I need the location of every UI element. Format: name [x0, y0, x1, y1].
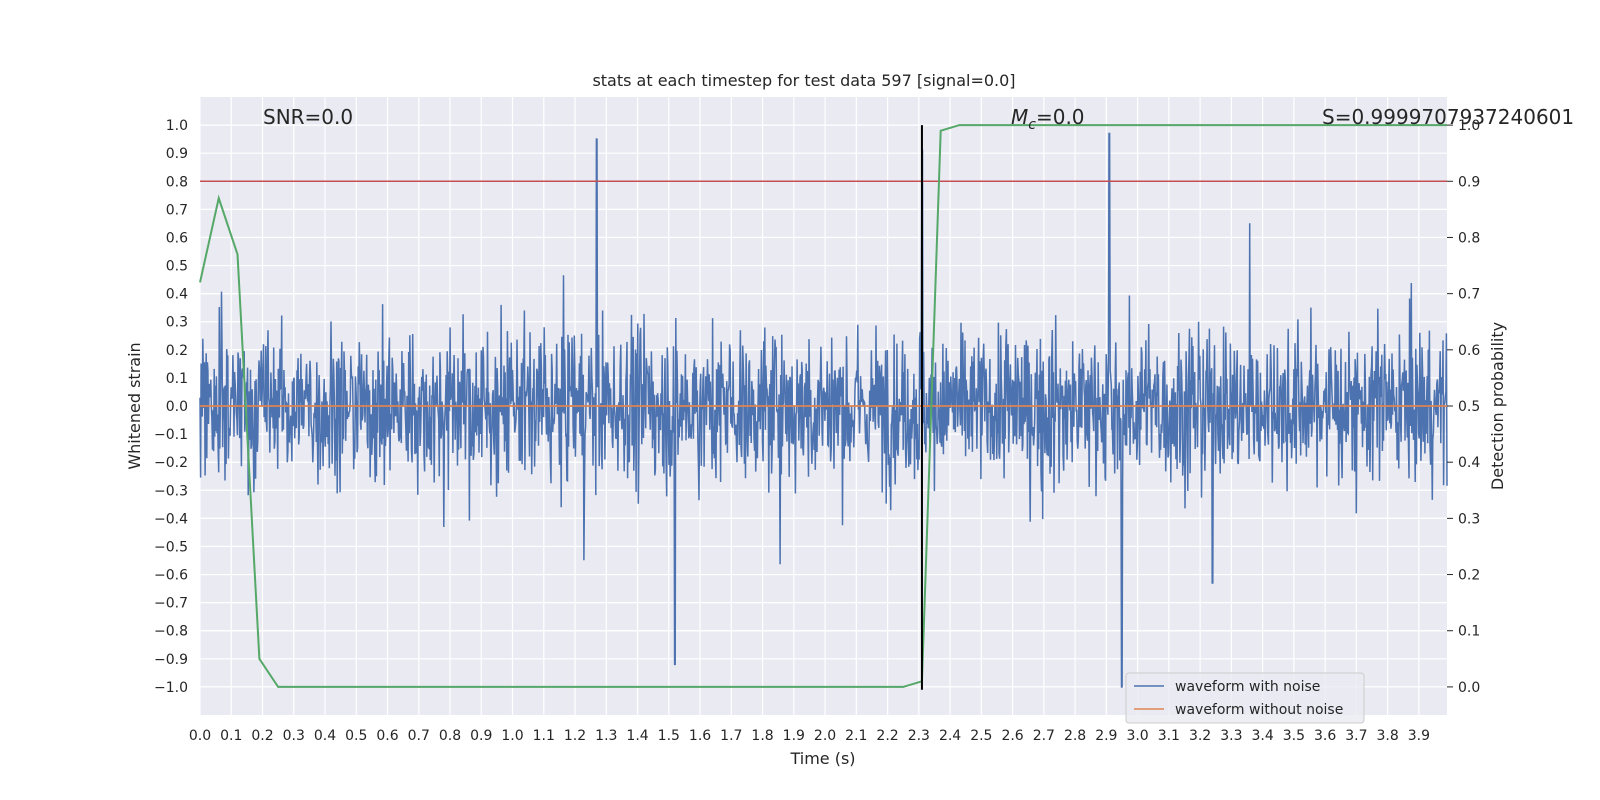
y-right-tick-label: 0.2 [1458, 568, 1480, 584]
x-tick-label: 0.2 [251, 728, 273, 744]
x-tick-label: 3.4 [1251, 728, 1273, 744]
y-tick-label: 0.0 [166, 399, 188, 415]
x-tick-label: 3.8 [1376, 728, 1398, 744]
x-tick-label: 1.3 [595, 728, 617, 744]
y-tick-label: 0.9 [166, 146, 188, 162]
x-tick-label: 2.6 [1001, 728, 1023, 744]
x-tick-label: 2.5 [970, 728, 992, 744]
x-tick-label: 3.7 [1345, 728, 1367, 744]
y-right-tick-label: 1.0 [1458, 118, 1480, 134]
x-tick-label: 2.4 [939, 728, 961, 744]
y-right-tick-label: 0.6 [1458, 343, 1480, 359]
y-right-tick-label: 0.7 [1458, 287, 1480, 303]
x-tick-label: 3.3 [1220, 728, 1242, 744]
x-tick-label: 2.2 [876, 728, 898, 744]
series-detection-probability [199, 124, 1447, 688]
y-tick-label: −0.2 [154, 455, 188, 471]
y-tick-label: −1.0 [154, 680, 188, 696]
y-tick-label: −0.4 [154, 511, 188, 527]
mc-annotation: Mc=0.0 [1011, 105, 1085, 133]
x-tick-label: 0.9 [470, 728, 492, 744]
x-tick-label: 2.9 [1095, 728, 1117, 744]
y-right-axis-label: Detection probability [1488, 322, 1507, 490]
y-tick-label: 0.3 [166, 315, 188, 331]
x-tick-label: 2.3 [908, 728, 930, 744]
y-tick-label: −0.8 [154, 624, 188, 640]
x-tick-label: 2.8 [1064, 728, 1086, 744]
x-tick-label: 1.0 [501, 728, 523, 744]
y-axis-label: Whitened strain [125, 342, 144, 469]
mc-value: =0.0 [1036, 105, 1085, 129]
y-right-tick-label: 0.8 [1458, 230, 1480, 246]
y-right-tick-label: 0.4 [1458, 455, 1480, 471]
mc-subscript: c [1028, 117, 1036, 133]
x-tick-label: 2.0 [814, 728, 836, 744]
x-tick-label: 1.2 [564, 728, 586, 744]
y-tick-label: −0.1 [154, 427, 188, 443]
x-tick-label: 1.8 [751, 728, 773, 744]
y-tick-label: 0.5 [166, 259, 188, 275]
x-tick-label: 3.1 [1158, 728, 1180, 744]
x-tick-label: 1.6 [689, 728, 711, 744]
y-tick-label: −0.6 [154, 568, 188, 584]
y-tick-label: 0.4 [166, 287, 188, 303]
x-tick-label: 0.7 [408, 728, 430, 744]
x-tick-label: 0.3 [283, 728, 305, 744]
x-tick-label: 3.5 [1283, 728, 1305, 744]
series-layer [199, 124, 1448, 690]
x-tick-label: 0.1 [220, 728, 242, 744]
y-tick-label: 0.6 [166, 230, 188, 246]
x-tick-label: 3.0 [1126, 728, 1148, 744]
y-tick-label: 0.1 [166, 371, 188, 387]
x-tick-label: 3.6 [1314, 728, 1336, 744]
y-right-tick-label: 0.3 [1458, 511, 1480, 527]
x-tick-label: 1.9 [783, 728, 805, 744]
y-tick-label: −0.7 [154, 596, 188, 612]
y-tick-label: 0.2 [166, 343, 188, 359]
x-tick-label: 1.1 [533, 728, 555, 744]
y-right-tick-label: 0.9 [1458, 174, 1480, 190]
mc-symbol: M [1011, 105, 1028, 129]
legend-label-noise: waveform with noise [1175, 679, 1320, 695]
snr-annotation: SNR=0.0 [263, 105, 353, 129]
series-waveform-with-noise [199, 132, 1448, 688]
y-right-tick-label: 0.5 [1458, 399, 1480, 415]
y-tick-label: −0.5 [154, 539, 188, 555]
y-tick-label: 1.0 [166, 118, 188, 134]
y-right-tick-label: 0.0 [1458, 680, 1480, 696]
y-right-axis-ticks: 1.0 0.9 0.8 0.7 0.6 0.5 0.4 0.3 0.2 0.1 0.0 [1447, 118, 1480, 696]
y-tick-label: 0.8 [166, 174, 188, 190]
legend: waveform with noise waveform without noi… [1125, 672, 1365, 724]
y-tick-label: −0.3 [154, 483, 188, 499]
x-tick-label: 2.1 [845, 728, 867, 744]
x-tick-label: 3.2 [1189, 728, 1211, 744]
x-tick-label: 0.8 [439, 728, 461, 744]
x-tick-label: 3.9 [1408, 728, 1430, 744]
x-tick-label: 1.7 [720, 728, 742, 744]
x-tick-label: 0.6 [376, 728, 398, 744]
x-tick-label: 0.5 [345, 728, 367, 744]
y-right-tick-label: 0.1 [1458, 624, 1480, 640]
chart-title: stats at each timestep for test data 597… [592, 71, 1015, 90]
legend-box [1125, 672, 1365, 724]
y-tick-label: −0.9 [154, 652, 188, 668]
x-tick-label: 1.5 [658, 728, 680, 744]
y-tick-label: 0.7 [166, 202, 188, 218]
x-tick-label: 2.7 [1033, 728, 1055, 744]
x-tick-label: 0.0 [189, 728, 211, 744]
x-tick-label: 1.4 [626, 728, 648, 744]
x-axis-ticks: 0.0 0.1 0.2 0.3 0.4 0.5 0.6 0.7 0.8 0.9 1.0 1.1 1.2 1… [189, 728, 1430, 744]
x-axis-label: Time (s) [789, 749, 855, 768]
x-tick-label: 0.4 [314, 728, 336, 744]
legend-label-clean: waveform without noise [1175, 702, 1343, 718]
y-axis-ticks: 1.0 0.9 0.8 0.7 0.6 0.5 0.4 0.3 0.2 0.1 0.0 −0.1 −0.… [154, 118, 188, 696]
s-annotation: S=0.9999707937240601 [1322, 105, 1574, 129]
